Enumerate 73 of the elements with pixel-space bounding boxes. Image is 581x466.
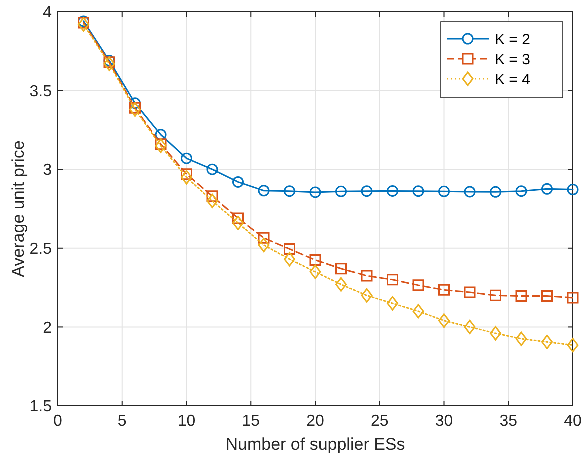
point	[284, 252, 296, 267]
point	[258, 185, 270, 197]
point	[542, 183, 553, 195]
point	[412, 186, 424, 198]
point	[232, 216, 244, 230]
point	[542, 290, 553, 302]
point	[155, 138, 167, 154]
legend-label: K = 2	[495, 31, 530, 48]
point	[206, 194, 218, 208]
legend-label: K = 4	[495, 71, 530, 88]
point	[336, 186, 347, 198]
x-tick-label: 10	[178, 413, 196, 430]
point	[284, 186, 296, 198]
point	[78, 17, 90, 32]
point	[567, 184, 579, 196]
point	[438, 314, 450, 328]
point	[336, 263, 347, 275]
point	[412, 280, 424, 292]
y-tick-label: 3	[43, 162, 52, 180]
y-axis-title: Average unit price	[9, 140, 28, 278]
point	[181, 170, 192, 185]
point	[387, 296, 398, 311]
point	[516, 332, 528, 346]
point	[104, 56, 116, 72]
point	[206, 190, 218, 202]
point	[361, 270, 373, 282]
point	[155, 138, 167, 150]
x-tick-label: 0	[54, 413, 63, 430]
point	[387, 274, 398, 286]
legend-label: K = 3	[495, 51, 530, 68]
point	[310, 264, 322, 280]
point	[464, 286, 476, 298]
point	[258, 232, 270, 244]
point	[542, 334, 553, 350]
x-tick-label: 40	[564, 413, 581, 430]
point	[490, 326, 502, 341]
point	[310, 186, 322, 198]
x-tick-label: 15	[242, 413, 260, 430]
point	[361, 288, 373, 303]
point	[206, 164, 218, 176]
point	[438, 186, 450, 198]
point	[130, 102, 141, 117]
point	[130, 98, 141, 110]
y-tick-label: 3.5	[30, 83, 52, 100]
x-tick-label: 35	[500, 413, 518, 430]
point	[336, 277, 347, 292]
point	[232, 176, 244, 188]
point	[361, 186, 373, 198]
point	[438, 284, 450, 296]
y-tick-label: 4	[43, 4, 52, 22]
point	[567, 292, 579, 304]
point	[155, 129, 167, 141]
point	[412, 304, 424, 319]
point	[310, 254, 322, 266]
x-axis-title: Number of supplier ESs	[226, 435, 406, 454]
point	[181, 152, 192, 164]
point	[284, 243, 296, 255]
y-tick-label: 1.5	[30, 398, 52, 416]
point	[567, 338, 579, 353]
point	[464, 186, 476, 198]
y-tick-label: 2	[43, 320, 52, 337]
point	[516, 290, 528, 302]
x-tick-label: 20	[306, 413, 324, 430]
point	[490, 186, 502, 198]
x-tick-label: 30	[435, 413, 454, 430]
point	[464, 320, 476, 334]
point	[387, 185, 398, 197]
y-tick-label: 2.5	[30, 241, 52, 258]
point	[490, 290, 502, 302]
x-tick-label: 25	[370, 413, 389, 430]
point	[258, 238, 270, 252]
x-tick-label: 5	[118, 413, 127, 430]
point	[516, 186, 528, 198]
